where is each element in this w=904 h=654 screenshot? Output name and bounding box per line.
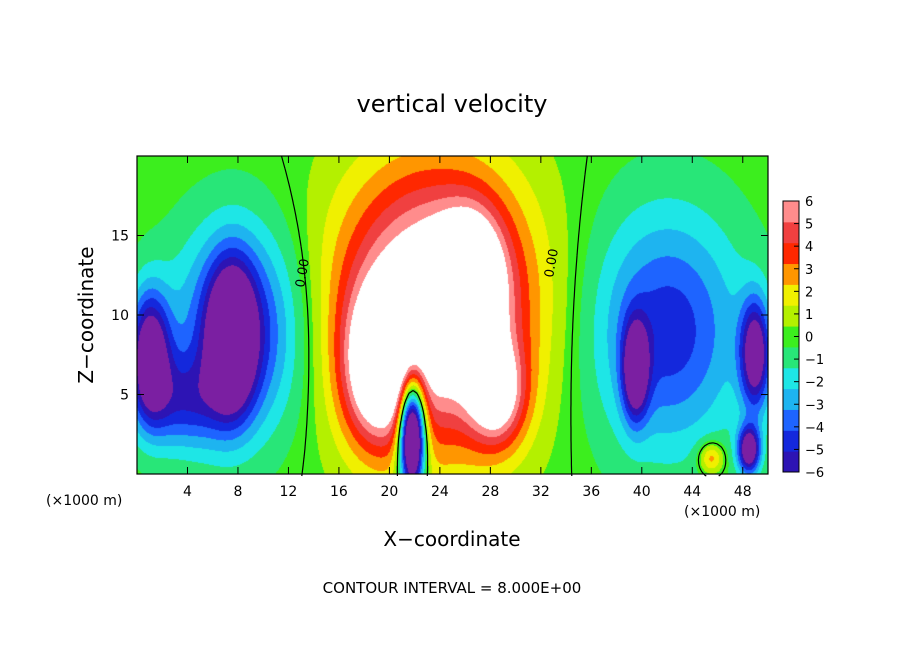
colorbar-band: [783, 263, 799, 285]
colorbar-band: [783, 284, 799, 306]
colorbar-tick-label: 2: [805, 285, 813, 300]
contour-label-right: 0.00: [542, 248, 562, 279]
colorbar-tick-label: 5: [805, 218, 813, 233]
heatmap-plot-area: 0.00 0.00: [136, 155, 769, 477]
colorbar-band: [783, 367, 799, 390]
colorbar-tick-label: −3: [805, 398, 824, 413]
colorbar-band: [783, 242, 799, 265]
y-tick-label: 5: [120, 388, 129, 404]
x-unit-label-right: (×1000 m): [684, 504, 760, 520]
x-tick-label: 20: [380, 484, 398, 500]
x-unit-label-left: (×1000 m): [46, 493, 122, 509]
colorbar-tick-label: 3: [805, 263, 813, 278]
x-tick-label: 40: [633, 484, 651, 500]
x-tick-label: 32: [532, 484, 550, 500]
x-tick-label: 16: [330, 484, 348, 500]
y-tick-label: 15: [111, 229, 129, 245]
x-tick-label: 8: [233, 484, 242, 500]
x-tick-label: 48: [734, 484, 752, 500]
zero-contour-path: [280, 155, 727, 477]
x-tick-label: 44: [683, 484, 701, 500]
colorbar-tick-label: −4: [805, 421, 824, 436]
colorbar: 6 5 4 3 2 1 0 −1 −2 −3 −4 −5 −6: [782, 195, 824, 481]
x-tick-label: 4: [183, 484, 192, 500]
colorbar-band: [783, 221, 799, 244]
colorbar-tick-label: −2: [805, 376, 824, 391]
y-tick-label: 10: [111, 308, 129, 324]
colorbar-band: [783, 430, 799, 452]
x-axis-label: X−coordinate: [383, 527, 520, 551]
colorbar-tick-label: 6: [805, 195, 813, 210]
x-tick-label: 24: [431, 484, 449, 500]
colorbar-tick-label: 4: [805, 240, 813, 255]
colorbar-tick-label: 1: [805, 308, 813, 323]
colorbar-band: [783, 451, 799, 473]
y-axis-label: Z−coordinate: [74, 246, 98, 383]
x-axis-ticks: 4 8 12 16 20 24 28 32 36 40 44 48: [183, 156, 752, 500]
zero-contour-lines: [280, 155, 727, 477]
y-axis-ticks: 5 10 15: [111, 229, 768, 404]
x-tick-label: 12: [280, 484, 298, 500]
colorbar-tick-label: −5: [805, 443, 824, 458]
colorbar-band: [783, 305, 799, 327]
colorbar-tick-label: 0: [805, 331, 813, 346]
colorbar-band: [783, 409, 799, 431]
colorbar-band: [783, 388, 799, 410]
x-tick-label: 36: [582, 484, 600, 500]
colorbar-band: [783, 346, 799, 369]
colorbar-tick-label: −1: [805, 353, 824, 368]
chart-title: vertical velocity: [357, 90, 548, 118]
colorbar-band: [783, 201, 799, 223]
contour-label-left: 0.00: [293, 258, 313, 289]
contour-interval-note: CONTOUR INTERVAL = 8.000E+00: [323, 579, 582, 597]
colorbar-band: [783, 326, 799, 348]
heatmap-canvas: [137, 156, 768, 474]
colorbar-tick-label: −6: [805, 466, 824, 481]
x-tick-label: 28: [481, 484, 499, 500]
